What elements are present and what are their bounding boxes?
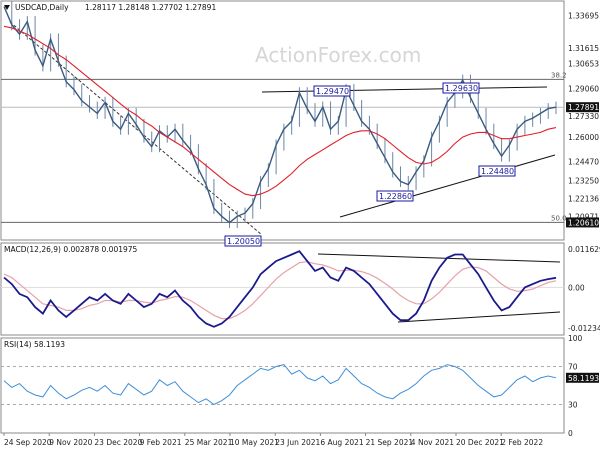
x-tick-label: 2 Feb 2022 [501,438,543,447]
x-tick-label: 10 May 2021 [230,438,279,447]
price-header-symbol: USDCAD,Daily [15,3,69,12]
macd-panel-frame [0,242,565,336]
annotation-1-20050: 1.20050 [224,235,262,247]
x-tick-label: 23 Jun 2021 [275,438,320,447]
rsi-tick-label: 0 [568,429,573,438]
rsi-tick-label: 70 [568,363,578,372]
annotation-1-22860-text: 1.22860 [379,192,412,201]
rsi-y-axis: 100 70 58.1193 30 0 [566,334,599,438]
rsi-tick-label: 100 [568,334,583,343]
price-tick-highlight [566,102,599,113]
fib-38-2-label: 38.2 [551,71,567,79]
x-tick-label: 4 Nov 2021 [411,438,454,447]
price-y-axis: 1.33695 1.31615 1.30653 1.29060 1.278911.273… [566,11,599,228]
annotation-1-24480-text: 1.24480 [481,167,514,176]
macd-tick-label: -0.012348 [568,324,600,333]
price-tick-label: 1.26000 [568,133,599,142]
rsi-tick-highlight [566,372,599,383]
annotation-1-24480: 1.24480 [478,165,516,177]
x-tick-label: 21 Sep 2021 [366,438,414,447]
watermark: ActionForex.com [255,43,421,67]
macd-lower-trend-line [397,311,561,323]
annotation-1-20050-text: 1.20050 [227,237,260,246]
macd-signal-line [3,261,557,320]
macd-tick-label: 0.011629 [568,245,600,254]
price-panel: USDCAD,Daily 1.28117 1.28148 1.27702 1.2… [1,1,599,247]
x-tick-label: 9 Nov 2020 [49,438,92,447]
macd-panel: MACD(12,26,9) 0.002878 0.001975 0.011629… [1,245,600,333]
price-tick-label: 1.24470 [568,157,599,166]
x-tick-label: 9 Feb 2021 [140,438,182,447]
annotation-1-29630-text: 1.29630 [445,84,478,93]
rsi-panel-frame [0,337,565,434]
rsi-tick-label: 30 [568,401,578,410]
moving-average-line [3,25,557,197]
price-tick-label: 1.31615 [568,44,599,53]
annotation-1-29470: 1.29470 [313,85,351,97]
macd-line [3,250,557,328]
price-panel-frame [0,0,565,241]
price-tick-label: 1.27891 [568,103,599,112]
rsi-tick-label: 58.1193 [568,374,599,383]
macd-upper-trend-line [317,253,561,263]
price-tick-label: 1.30653 [568,59,599,68]
x-tick-label: 6 Aug 2021 [320,438,363,447]
annotation-1-29630: 1.29630 [442,82,480,94]
x-tick-label: 23 Dec 2020 [94,438,142,447]
price-header-ohlc: 1.28117 1.28148 1.27702 1.27891 [85,3,216,12]
collapse-triangle-icon[interactable] [4,5,10,10]
x-tick-label: 25 Mar 2021 [185,438,233,447]
price-tick-label: 1.20610 [568,218,599,227]
annotation-1-22860: 1.22860 [376,190,414,202]
rising-support-line [339,154,556,218]
resistance-line [261,86,548,93]
price-tick-label: 1.29060 [568,85,599,94]
price-tick-label: 1.33695 [568,11,599,20]
x-tick-label: 24 Sep 2020 [4,438,52,447]
macd-header: MACD(12,26,9) 0.002878 0.001975 [4,245,138,254]
annotation-1-29470-text: 1.29470 [316,87,349,96]
price-tick-label: 1.22136 [568,194,599,203]
macd-y-axis: 0.011629 0.00 -0.012348 [568,245,600,333]
macd-tick-label: 0.00 [568,283,585,292]
price-tick-label: 1.27330 [568,112,599,121]
rsi-header: RSI(14) 58.1193 [4,340,65,349]
rsi-panel: RSI(14) 58.1193 100 70 58.1193 30 0 [1,334,599,438]
price-tick-highlight [566,217,599,228]
fib-50-label: 50.0 [551,214,567,222]
price-tick-label: 1.23250 [568,177,599,186]
rsi-line [3,364,557,406]
price-tick-label: 1.20971 [568,213,599,222]
x-tick-label: 20 Dec 2021 [456,438,504,447]
